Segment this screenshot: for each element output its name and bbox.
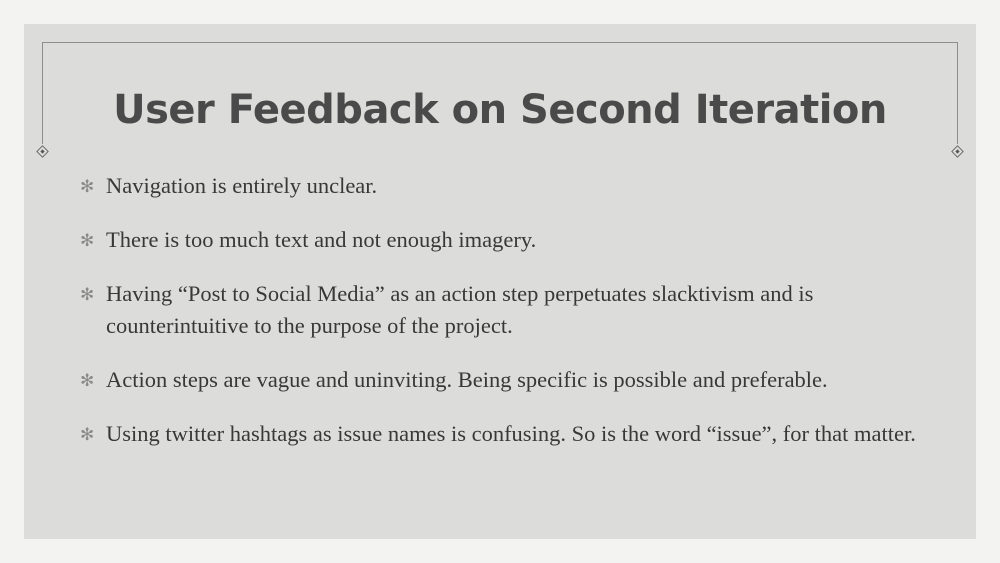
frame-right-line <box>957 42 958 144</box>
bullet-item: ✻ Using twitter hashtags as issue names … <box>80 418 940 450</box>
asterisk-icon: ✻ <box>80 177 95 197</box>
bullet-item: ✻ Having “Post to Social Media” as an ac… <box>80 278 940 342</box>
asterisk-icon: ✻ <box>80 425 95 445</box>
bullet-text: Having “Post to Social Media” as an acti… <box>106 281 814 338</box>
bullet-item: ✻ There is too much text and not enough … <box>80 224 940 256</box>
slide-background <box>24 24 976 539</box>
bullet-text: Using twitter hashtags as issue names is… <box>106 421 916 446</box>
bullet-text: Action steps are vague and uninviting. B… <box>106 367 828 392</box>
asterisk-icon: ✻ <box>80 285 95 305</box>
frame-top-line <box>42 42 958 43</box>
bullet-text: There is too much text and not enough im… <box>106 227 537 252</box>
asterisk-icon: ✻ <box>80 371 95 391</box>
asterisk-icon: ✻ <box>80 231 95 251</box>
bullet-text: Navigation is entirely unclear. <box>106 173 378 198</box>
frame-left-line <box>42 42 43 144</box>
bullet-item: ✻ Action steps are vague and uninviting.… <box>80 364 940 396</box>
slide-title: User Feedback on Second Iteration <box>113 87 887 133</box>
bullet-item: ✻ Navigation is entirely unclear. <box>80 170 940 202</box>
bullet-list: ✻ Navigation is entirely unclear. ✻ Ther… <box>80 170 940 472</box>
